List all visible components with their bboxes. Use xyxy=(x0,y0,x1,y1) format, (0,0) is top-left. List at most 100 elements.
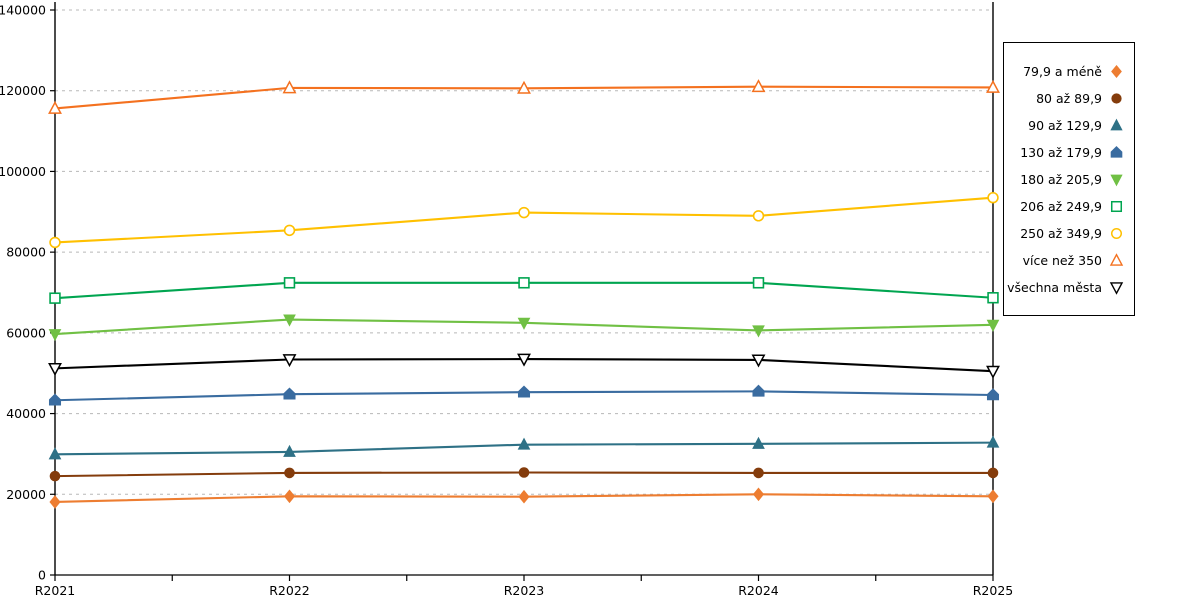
series-80-a-89-9 xyxy=(49,467,999,482)
data-point-marker xyxy=(752,210,765,222)
data-point-marker xyxy=(518,206,530,219)
data-point-marker xyxy=(1110,227,1123,239)
data-point-marker xyxy=(1110,200,1123,212)
data-point-marker xyxy=(987,292,999,304)
data-point-marker xyxy=(752,384,765,397)
data-point-marker xyxy=(1110,145,1123,158)
legend-item-label: více než 350 xyxy=(1022,252,1102,268)
series-130-a-179-9 xyxy=(48,384,1000,406)
legend-item-label: 206 až 249,9 xyxy=(1020,198,1102,214)
data-point-marker xyxy=(517,80,531,94)
legend-item-label: 130 až 179,9 xyxy=(1020,144,1102,160)
data-point-marker xyxy=(1109,252,1124,266)
y-tick-label: 40000 xyxy=(6,406,46,421)
data-point-marker xyxy=(986,435,1000,448)
data-point-marker xyxy=(283,387,296,400)
data-point-marker xyxy=(1109,281,1124,295)
y-tick-label: 100000 xyxy=(0,164,46,179)
legend-item-label: 180 až 205,9 xyxy=(1020,171,1102,187)
data-point-marker xyxy=(752,487,765,502)
legend-marker-icon xyxy=(1111,92,1122,104)
legend-item-label: 80 až 89,9 xyxy=(1036,90,1102,106)
legend-item[interactable]: 79,9 a méně xyxy=(1004,58,1134,85)
data-point-marker xyxy=(986,365,1000,379)
series-90-a-129-9 xyxy=(48,435,1000,460)
data-point-marker xyxy=(49,470,61,482)
legend-marker-icon xyxy=(1110,145,1123,158)
series-v-ce-ne-350 xyxy=(48,79,1000,114)
data-point-marker xyxy=(284,467,295,479)
data-point-marker xyxy=(518,467,530,478)
legend-item[interactable]: více než 350 xyxy=(1004,247,1134,274)
legend-marker-icon xyxy=(1110,118,1123,130)
legend-item[interactable]: 130 až 179,9 xyxy=(1004,139,1134,166)
y-tick-label: 20000 xyxy=(6,487,46,502)
legend-marker-icon xyxy=(1111,64,1122,78)
y-tick-label: 0 xyxy=(38,568,46,583)
legend-marker-icon xyxy=(1110,174,1123,186)
legend-item[interactable]: 206 až 249,9 xyxy=(1004,193,1134,220)
data-point-marker xyxy=(517,353,531,367)
legend-list: 79,9 a méně 80 až 89,9 90 až 129,9 130 až 1… xyxy=(1004,43,1134,315)
data-point-marker xyxy=(283,224,296,237)
data-point-marker xyxy=(517,385,531,398)
data-point-marker xyxy=(987,191,999,204)
legend-item-label: 79,9 a méně xyxy=(1023,63,1102,79)
data-point-marker xyxy=(48,447,62,460)
data-point-marker xyxy=(517,437,531,450)
x-tick-label: R2021 xyxy=(35,583,76,598)
data-point-marker xyxy=(282,354,297,368)
series-line xyxy=(54,196,994,244)
data-point-marker xyxy=(49,292,61,304)
series-180-a-205-9 xyxy=(48,314,1000,342)
data-point-marker xyxy=(986,79,1000,93)
data-point-marker xyxy=(987,467,999,479)
legend-marker-icon xyxy=(1109,252,1124,266)
data-point-marker xyxy=(987,489,999,504)
y-tick-label: 120000 xyxy=(0,83,46,98)
legend-item[interactable]: všechna města xyxy=(1004,274,1134,301)
x-tick-label: R2025 xyxy=(973,583,1014,598)
legend-item[interactable]: 90 až 129,9 xyxy=(1004,112,1134,139)
series-250-a-349-9 xyxy=(49,191,999,249)
legend-item-label: 250 až 349,9 xyxy=(1020,225,1102,241)
legend-item[interactable]: 250 až 349,9 xyxy=(1004,220,1134,247)
data-point-marker xyxy=(752,277,765,289)
legend-item[interactable]: 180 až 205,9 xyxy=(1004,166,1134,193)
chart-legend: 79,9 a méně 80 až 89,9 90 až 129,9 130 až 1… xyxy=(1003,42,1135,316)
data-point-marker xyxy=(48,362,62,376)
data-point-marker xyxy=(751,354,766,368)
data-point-marker xyxy=(1111,92,1122,104)
legend-marker-icon xyxy=(1109,281,1124,295)
legend-marker-icon xyxy=(1110,200,1123,212)
legend-item-label: 90 až 129,9 xyxy=(1028,117,1102,133)
x-tick-label: R2023 xyxy=(504,583,545,598)
data-point-marker xyxy=(1111,64,1122,78)
data-point-marker xyxy=(751,79,766,93)
legend-item-label: všechna města xyxy=(1007,279,1102,295)
y-tick-label: 80000 xyxy=(6,245,46,260)
data-point-marker xyxy=(48,100,62,114)
series-v-echna-m-sta xyxy=(48,353,1000,379)
data-point-marker xyxy=(518,489,530,504)
data-point-marker xyxy=(1110,174,1123,186)
data-point-marker xyxy=(282,80,297,94)
x-tick-label: R2024 xyxy=(738,583,779,598)
legend-marker-icon xyxy=(1110,227,1123,239)
data-point-marker xyxy=(283,444,296,457)
data-point-marker xyxy=(49,495,61,509)
data-point-marker xyxy=(283,489,296,504)
data-point-marker xyxy=(986,319,1000,332)
legend-item[interactable]: 80 až 89,9 xyxy=(1004,85,1134,112)
data-point-marker xyxy=(49,236,61,249)
data-point-marker xyxy=(1110,118,1123,130)
series-206-a-249-9 xyxy=(49,277,999,304)
series-79-9-a-m-n- xyxy=(49,487,999,509)
data-point-marker xyxy=(753,467,764,479)
data-point-marker xyxy=(48,393,62,406)
data-point-marker xyxy=(752,436,765,449)
data-point-marker xyxy=(283,314,296,327)
data-point-marker xyxy=(283,277,296,289)
